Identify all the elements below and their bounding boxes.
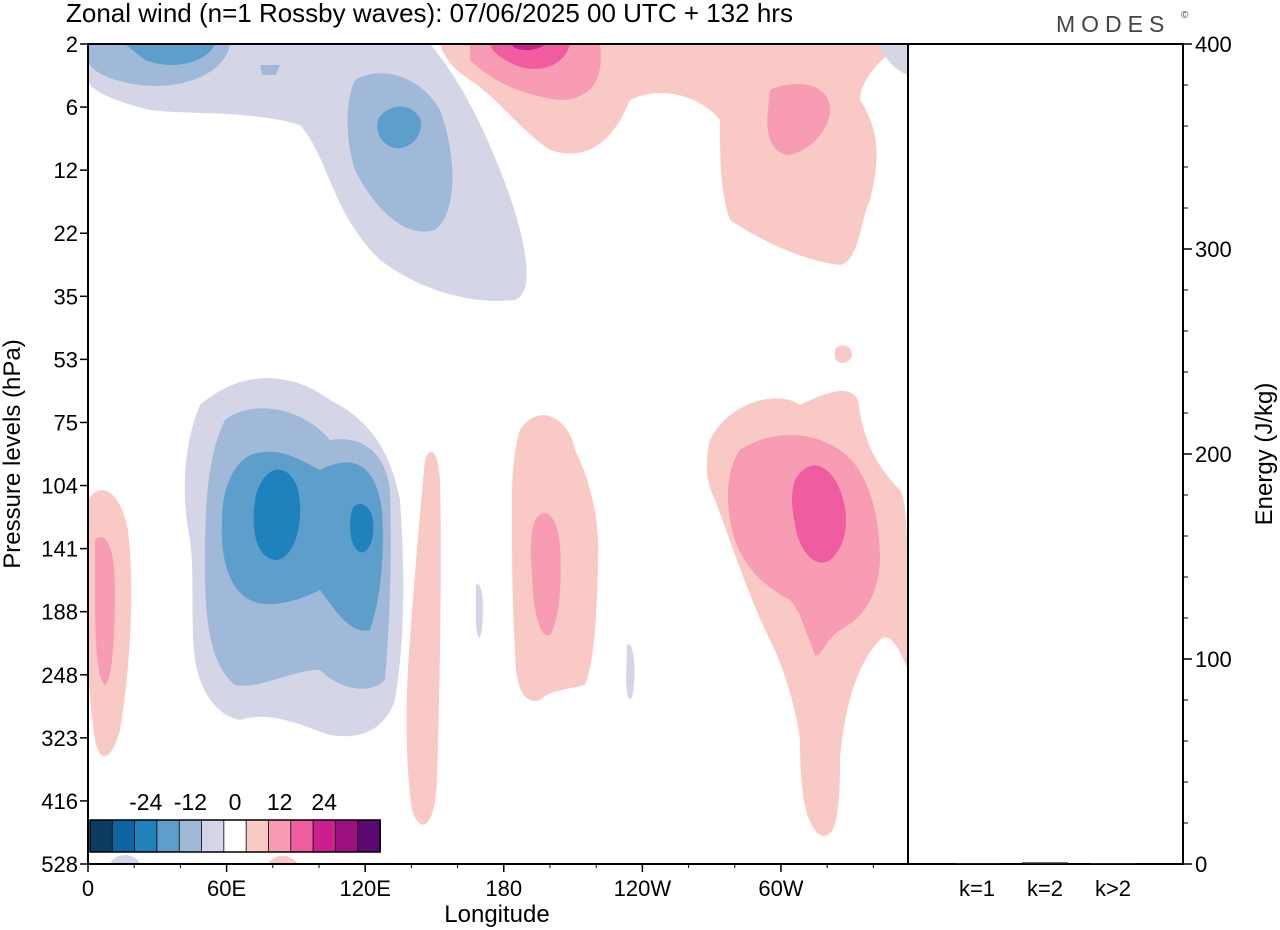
y-tick-label: 6 [66,95,78,120]
y-tick-label: 2 [66,32,78,57]
contour-neg-upper-core [125,44,215,65]
contour-pos-east-l2 [792,465,846,563]
energy-bar [1090,863,1136,864]
contour-neg-corner [880,44,908,75]
y-tick-label: 75 [54,410,78,435]
energy-bar [1022,862,1068,864]
contour-pos-column-a [406,451,441,825]
contour-pos-speck [835,345,852,363]
colorbar-swatch [111,819,136,853]
colorbar-label: -12 [174,789,207,815]
y-axis-title: Pressure levels (hPa) [0,339,26,568]
energy-tick-label: 0 [1195,852,1207,877]
energy-bars [954,862,1136,864]
colorbar-swatch [201,819,225,853]
x-tick-label: 120W [614,876,672,901]
contour-pos-mid-core [530,513,561,636]
colorbar-swatch [156,819,181,853]
pressure-level-ticks: 2 6 12 22 35 53 75 104 141 188 248 323 416 528 [41,32,88,877]
energy-axis-ticks: 0 100 200 300 400 [1183,32,1232,877]
y-tick-label: 528 [41,852,78,877]
brand-text: MODES [1056,11,1170,37]
wavenumber-label: k=1 [959,876,995,901]
contour-pos-bottom-speck [268,855,298,864]
contour-neg-upper-cell [347,73,453,232]
x-tick-label: 180 [485,876,522,901]
contour-pos-upper-l2 [490,44,570,69]
contour-neg-sliver-b [626,644,635,700]
energy-tick-label: 100 [1195,647,1232,672]
y-tick-label: 12 [54,158,78,183]
chart-title: Zonal wind (n=1 Rossby waves): 07/06/202… [66,0,793,28]
colorbar-labels: -24 -12 0 12 24 [129,789,337,815]
modes-logo: MODES © [1056,10,1189,37]
colorbar: -24 -12 0 12 24 [89,789,381,853]
wavenumber-label: k>2 [1095,876,1131,901]
colorbar-label: 24 [311,789,337,815]
contour-neg-lower-core-a [253,469,301,560]
x-tick-label: 0 [82,876,94,901]
energy-bar [954,862,1000,864]
x-axis-title: Longitude [444,901,549,928]
colorbar-label: -24 [129,789,162,815]
energy-panel-frame [907,43,1184,865]
y-tick-label: 141 [41,537,78,562]
colorbar-swatch [89,819,114,853]
y-tick-label: 248 [41,663,78,688]
colorbar-swatches [89,819,381,853]
colorbar-frame [89,819,381,853]
y-tick-label: 323 [41,726,78,751]
contour-neg-upper-cell-core [377,106,421,149]
contour-neg-lower-core-b [350,504,374,553]
colorbar-swatch [312,819,337,853]
wavenumber-labels: k=1 k=2 k>2 [959,876,1131,901]
colorbar-swatch [357,819,381,853]
x-tick-label: 60W [758,876,803,901]
contour-field [88,44,908,864]
energy-tick-label: 200 [1195,442,1232,467]
colorbar-swatch [134,819,158,853]
longitude-ticks: 0 60E 120E 180 120W 60W [82,864,874,901]
colorbar-swatch [290,819,314,853]
x-tick-label: 120E [339,876,390,901]
y-tick-label: 53 [54,347,78,372]
colorbar-label: 0 [229,789,242,815]
energy-tick-label: 300 [1195,237,1232,262]
colorbar-swatch [268,819,292,853]
colorbar-swatch [223,819,248,853]
contour-pos-left-inner [95,537,115,685]
contour-pos-upper-east [767,84,830,155]
colorbar-swatch [178,819,203,853]
y-tick-label: 104 [41,474,78,499]
contour-neg-sliver-a [476,584,484,638]
contour-neg-speck [260,65,280,75]
y-tick-label: 35 [54,284,78,309]
contour-pos-upper-core [510,44,545,51]
colorbar-swatch [334,819,359,853]
colorbar-label: 12 [267,789,293,815]
contour-neg-bottom-speck [110,855,140,864]
x-tick-label: 60E [207,876,246,901]
y-tick-label: 188 [41,600,78,625]
energy-axis-title: Energy (J/kg) [1251,383,1278,526]
energy-tick-label: 400 [1195,32,1232,57]
brand-mark: © [1181,10,1189,21]
y-tick-label: 416 [41,789,78,814]
colorbar-swatch [245,819,270,853]
y-tick-label: 22 [54,221,78,246]
wavenumber-label: k=2 [1027,876,1063,901]
